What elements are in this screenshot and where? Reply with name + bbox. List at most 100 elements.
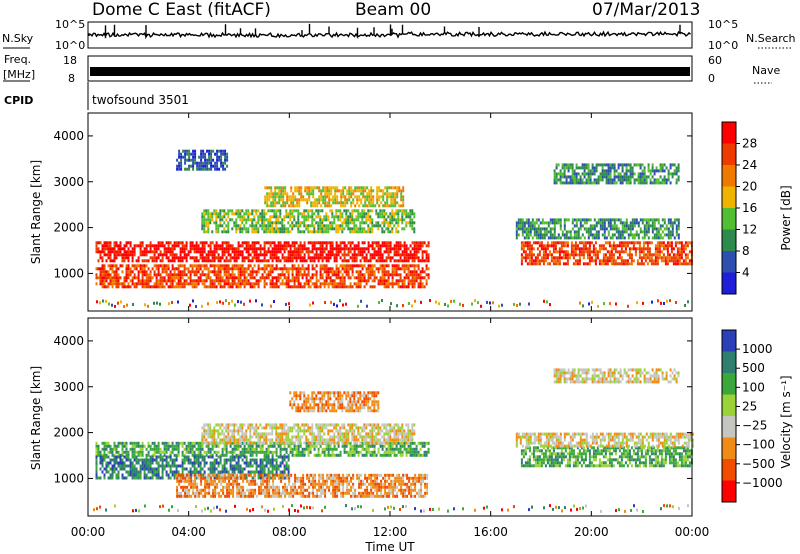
range-cell	[235, 212, 238, 216]
range-cell	[245, 221, 248, 225]
range-cell	[177, 270, 180, 274]
range-cell	[585, 230, 588, 234]
range-cell	[355, 450, 358, 454]
range-cell	[220, 161, 223, 165]
range-cell	[427, 441, 430, 445]
range-cell	[360, 198, 363, 202]
range-cell	[597, 230, 600, 234]
range-cell	[315, 444, 318, 448]
range-cell	[345, 270, 348, 274]
range-cell	[251, 282, 254, 286]
range-cell	[358, 195, 361, 199]
range-cell	[409, 218, 412, 222]
range-cell	[570, 247, 573, 251]
range-cell	[597, 221, 600, 225]
range-cell	[559, 221, 562, 225]
range-cell	[680, 247, 683, 251]
range-cell	[363, 212, 366, 216]
range-cell	[207, 285, 210, 289]
range-cell	[181, 270, 184, 274]
range-cell	[273, 227, 276, 231]
range-cell	[388, 186, 391, 190]
range-cell	[271, 264, 274, 268]
range-cell	[313, 244, 316, 248]
range-cell	[129, 461, 132, 465]
range-cell	[351, 270, 354, 274]
range-cell	[292, 198, 295, 202]
range-cell	[549, 227, 552, 231]
range-cell	[677, 175, 680, 179]
range-cell	[127, 473, 130, 477]
range-cell	[540, 244, 543, 248]
range-cell	[401, 444, 404, 448]
range-cell	[205, 273, 208, 277]
range-cell	[351, 209, 354, 213]
range-cell	[277, 444, 280, 448]
range-cell	[243, 276, 246, 280]
range-cell	[249, 285, 252, 289]
range-cell	[218, 167, 221, 171]
range-cell	[121, 453, 124, 457]
range-cell	[147, 244, 150, 248]
range-cell	[350, 195, 353, 199]
range-cell	[678, 247, 681, 251]
range-cell	[191, 256, 194, 260]
range-cell	[349, 441, 352, 445]
range-cell	[425, 441, 428, 445]
range-cell	[307, 267, 310, 271]
range-cell	[608, 259, 611, 263]
range-cell	[245, 241, 248, 245]
range-cell	[643, 236, 646, 240]
range-cell	[214, 164, 217, 168]
range-cell	[341, 267, 344, 271]
range-cell	[127, 250, 130, 254]
range-cell	[322, 189, 325, 193]
range-cell	[345, 259, 348, 263]
range-cell	[285, 259, 288, 263]
range-cell	[121, 253, 124, 257]
range-cell	[231, 264, 234, 268]
range-cell	[217, 276, 220, 280]
range-cell	[341, 247, 344, 251]
range-cell	[229, 285, 232, 289]
range-cell	[538, 241, 541, 245]
range-cell	[361, 212, 364, 216]
range-cell	[637, 233, 640, 237]
range-cell	[638, 256, 641, 260]
range-cell	[328, 186, 331, 190]
range-cell	[163, 450, 166, 454]
range-cell	[163, 285, 166, 289]
range-cell	[409, 264, 412, 268]
range-cell	[265, 224, 268, 228]
range-cell	[375, 241, 378, 245]
range-cell	[307, 279, 310, 283]
range-cell	[235, 230, 238, 234]
range-cell	[103, 476, 106, 480]
range-cell	[212, 164, 215, 168]
range-cell	[544, 247, 547, 251]
range-cell	[390, 198, 393, 202]
range-cell	[111, 447, 114, 451]
range-cell	[99, 453, 102, 457]
range-cell	[224, 149, 227, 153]
range-cell	[307, 282, 310, 286]
range-cell	[259, 259, 262, 263]
range-cell	[313, 441, 316, 445]
range-cell	[554, 262, 557, 266]
range-cell	[131, 253, 134, 257]
range-cell	[149, 241, 152, 245]
range-cell	[401, 285, 404, 289]
range-cell	[407, 276, 410, 280]
range-cell	[544, 250, 547, 254]
range-cell	[273, 212, 276, 216]
range-cell	[151, 267, 154, 271]
range-cell	[566, 244, 569, 248]
range-cell	[601, 172, 604, 176]
range-cell	[407, 267, 410, 271]
range-cell	[352, 198, 355, 202]
range-cell	[109, 244, 112, 248]
range-cell	[522, 241, 525, 245]
range-cell	[557, 236, 560, 240]
range-cell	[195, 270, 198, 274]
range-cell	[371, 264, 374, 268]
